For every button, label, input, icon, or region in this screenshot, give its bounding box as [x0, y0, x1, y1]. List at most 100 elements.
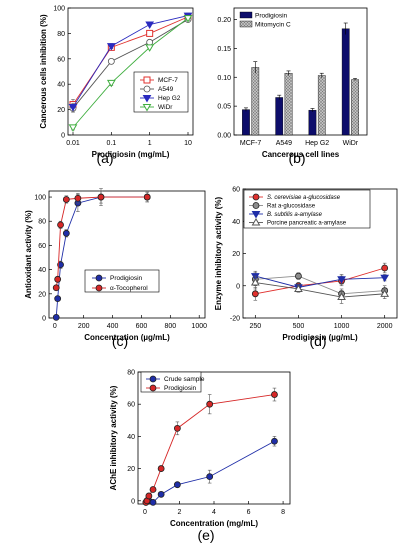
y-tick-label: 80	[57, 31, 65, 38]
bar-mitomycin-c	[317, 75, 326, 136]
data-point	[271, 391, 278, 398]
bar-prodigiosin	[275, 97, 284, 136]
series-line	[255, 275, 385, 295]
data-point	[173, 481, 181, 489]
legend: MCF-7 A549 Hep G2 WiDr	[133, 71, 189, 113]
y-tick-label: 40	[57, 82, 65, 89]
series-line	[72, 17, 189, 128]
x-tick-label: A549	[276, 140, 292, 147]
series-line	[72, 19, 189, 109]
chart-e: 0 20 40 60 80 0 2 4 6 8 Concentration (mg/mL) AChE …	[109, 370, 291, 543]
x-tick-label: Hep G2	[305, 140, 329, 147]
series-line	[72, 15, 189, 108]
x-tick-label: 1000	[191, 323, 207, 330]
x-tick-label: 500	[293, 323, 305, 330]
y-tick-label: 0	[42, 316, 46, 323]
data-point	[271, 437, 278, 445]
x-tick-label: 200	[78, 323, 90, 330]
y-tick-label: 40	[38, 267, 46, 274]
data-point	[106, 43, 116, 51]
y-tick-label: 80	[38, 219, 46, 226]
y-tick-label: 60	[38, 243, 46, 250]
y-tick-label: 40	[127, 434, 135, 441]
data-point	[54, 275, 62, 283]
y-tick-label: 0.00	[217, 133, 231, 140]
legend-marker	[251, 211, 261, 219]
legend-marker	[251, 218, 261, 226]
x-tick-label: 10	[184, 140, 192, 147]
data-point	[107, 57, 115, 65]
y-tick-label: 60	[57, 56, 65, 63]
x-tick-label: 4	[212, 509, 216, 516]
x-tick-label: 2000	[377, 323, 393, 330]
data-point	[183, 15, 193, 23]
bar-prodigiosin	[308, 109, 317, 136]
panel-label: (d)	[309, 333, 326, 349]
legend-marker	[252, 193, 260, 201]
series-line	[55, 196, 148, 318]
legend-swatch	[239, 11, 253, 19]
panel-label: (b)	[288, 150, 305, 166]
series-line	[145, 394, 275, 503]
legend-label: Hep G2	[158, 95, 181, 102]
y-axis-label: Cancerous cells inhibition (%)	[39, 14, 48, 129]
data-point	[381, 264, 389, 272]
y-tick-label: 0.20	[217, 17, 231, 24]
legend-label: B. subtilis a-amylase	[267, 212, 323, 218]
legend-label: Prodigiosin	[164, 385, 197, 392]
data-point	[145, 21, 155, 30]
x-tick-label: 0	[53, 323, 57, 330]
x-axis-label: Prodigiosin (µg/mL)	[282, 333, 358, 342]
legend-marker	[143, 76, 151, 84]
x-axis-label: Prodigiosin (mg/mL)	[92, 150, 170, 159]
data-point	[57, 221, 64, 229]
panel-label: (e)	[197, 527, 214, 543]
legend-marker	[95, 284, 103, 292]
x-tick-label: 0.01	[66, 140, 80, 147]
y-tick-label: 20	[38, 291, 46, 298]
bar-mitomycin-c	[251, 67, 260, 136]
data-point	[62, 196, 70, 203]
y-tick-label: 60	[127, 402, 135, 409]
x-tick-label: 6	[247, 509, 251, 516]
x-axis-label: Cancerous cell lines	[262, 150, 340, 159]
x-tick-label: 250	[249, 323, 261, 330]
legend-marker	[149, 384, 157, 392]
data-point	[173, 424, 181, 432]
series-line	[145, 440, 275, 503]
y-tick-label: 0.15	[217, 46, 231, 53]
legend-box	[133, 71, 189, 113]
legend: Prodigiosin α-Tocopherol	[84, 269, 160, 293]
x-tick-label: 2	[178, 509, 182, 516]
data-point	[250, 278, 260, 286]
legend-label: Porcine pancreatic a-amylase	[267, 221, 347, 227]
legend-box	[243, 189, 371, 229]
data-point	[143, 193, 151, 201]
data-point	[380, 289, 390, 297]
chart-b: 0.00 0.05 0.10 0.15 0.20 MCF-7 A549 Hep G2 WiDrC…	[217, 7, 368, 166]
legend-marker	[95, 274, 103, 282]
legend-box	[84, 269, 160, 293]
data-point	[149, 498, 157, 506]
plot-frame	[233, 7, 368, 136]
y-tick-label: 40	[232, 219, 240, 226]
chart-a: 0 20 40 60 80 100 0.01 0.1 1 10 Prodigiosin (mg/mL…	[39, 6, 194, 166]
legend-label: WiDr	[158, 104, 173, 111]
legend-label: MCF-7	[158, 77, 178, 84]
data-point	[57, 261, 64, 269]
legend: Crude sample Prodigiosin	[140, 371, 205, 393]
y-axis-label: AChE inhibitory activity (%)	[109, 385, 118, 490]
bar-mitomycin-c	[351, 79, 359, 136]
data-point	[206, 473, 214, 481]
y-axis-label: Enzyme inhibitory activity (%)	[214, 196, 223, 310]
bar-prodigiosin	[242, 109, 250, 136]
data-point	[380, 274, 390, 283]
data-point	[145, 492, 153, 500]
y-tick-label: 20	[57, 107, 65, 114]
data-point	[294, 284, 303, 292]
data-point	[206, 400, 214, 408]
legend-label: S. cerevisiae a-glucosidase	[267, 195, 341, 201]
y-tick-label: 0.05	[217, 104, 231, 111]
x-tick-label: MCF-7	[240, 140, 261, 147]
data-point	[97, 193, 105, 201]
